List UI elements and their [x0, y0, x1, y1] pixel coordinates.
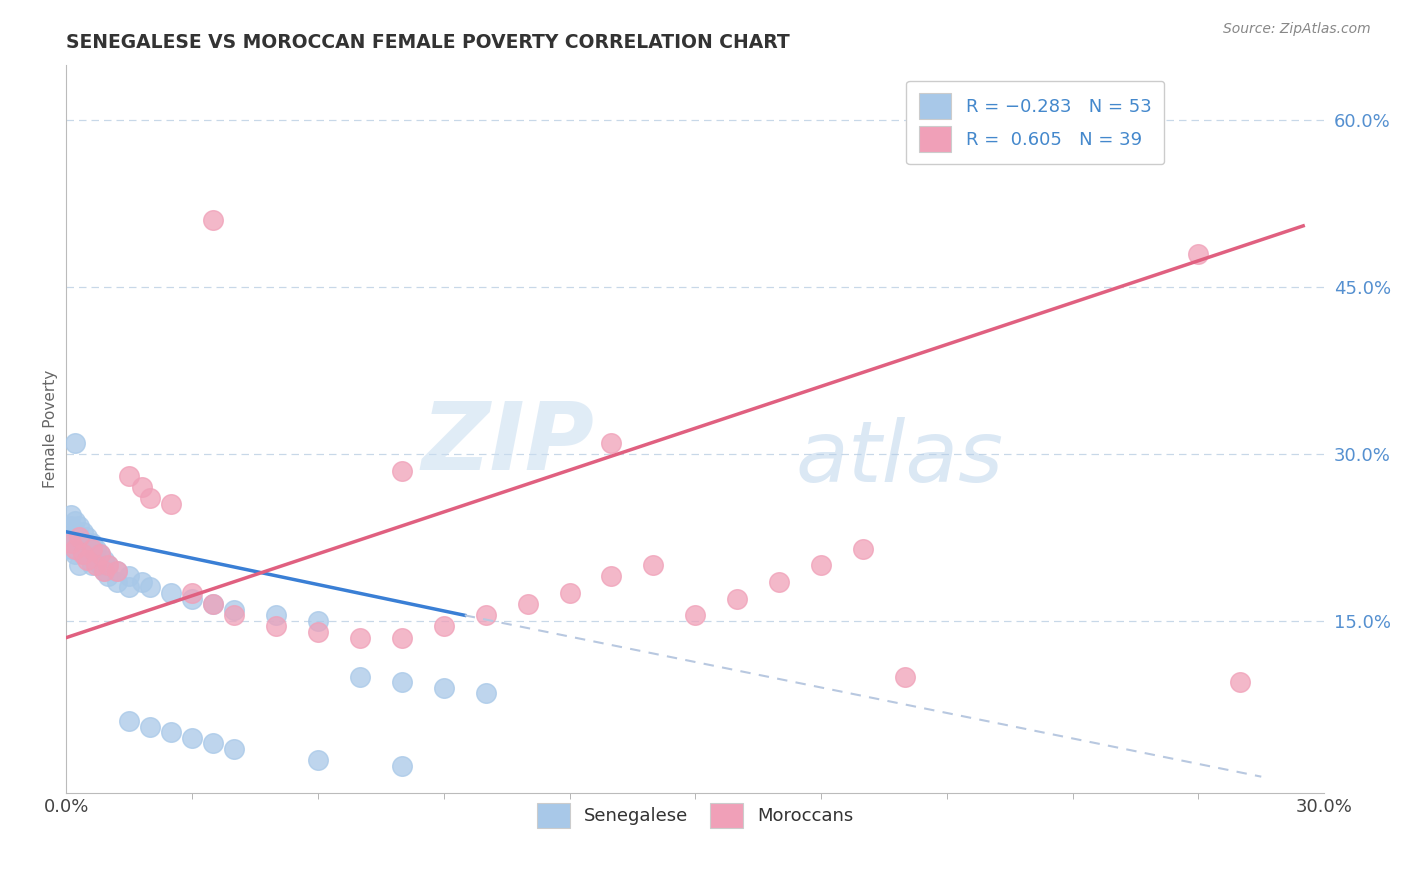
- Point: [433, 681, 456, 695]
- Point: [1187, 246, 1209, 260]
- Point: [59, 530, 82, 544]
- Point: [139, 581, 162, 595]
- Point: [67, 519, 90, 533]
- Point: [894, 669, 917, 683]
- Point: [93, 552, 115, 566]
- Point: [264, 608, 287, 623]
- Point: [76, 530, 98, 544]
- Point: [59, 536, 82, 550]
- Point: [59, 519, 82, 533]
- Point: [685, 608, 707, 623]
- Point: [391, 464, 413, 478]
- Y-axis label: Female Poverty: Female Poverty: [44, 370, 58, 488]
- Point: [63, 514, 86, 528]
- Point: [139, 720, 162, 734]
- Point: [63, 541, 86, 556]
- Point: [160, 497, 183, 511]
- Point: [118, 581, 141, 595]
- Legend: Senegalese, Moroccans: Senegalese, Moroccans: [530, 796, 860, 835]
- Point: [202, 736, 225, 750]
- Point: [224, 603, 246, 617]
- Point: [264, 619, 287, 633]
- Point: [72, 547, 94, 561]
- Point: [80, 536, 103, 550]
- Point: [224, 742, 246, 756]
- Point: [349, 631, 371, 645]
- Point: [84, 552, 107, 566]
- Point: [391, 631, 413, 645]
- Point: [181, 731, 204, 745]
- Point: [89, 547, 111, 561]
- Point: [391, 758, 413, 772]
- Point: [118, 469, 141, 483]
- Point: [76, 541, 98, 556]
- Point: [105, 564, 128, 578]
- Point: [307, 753, 329, 767]
- Point: [131, 480, 153, 494]
- Point: [768, 574, 790, 589]
- Point: [89, 558, 111, 573]
- Point: [643, 558, 665, 573]
- Point: [391, 675, 413, 690]
- Point: [118, 569, 141, 583]
- Point: [63, 435, 86, 450]
- Point: [93, 564, 115, 578]
- Point: [160, 725, 183, 739]
- Point: [307, 614, 329, 628]
- Point: [224, 608, 246, 623]
- Point: [89, 547, 111, 561]
- Point: [516, 597, 538, 611]
- Point: [67, 530, 90, 544]
- Point: [105, 564, 128, 578]
- Point: [63, 547, 86, 561]
- Point: [852, 541, 875, 556]
- Point: [307, 625, 329, 640]
- Point: [84, 541, 107, 556]
- Point: [181, 586, 204, 600]
- Point: [600, 569, 623, 583]
- Point: [72, 547, 94, 561]
- Point: [80, 541, 103, 556]
- Point: [349, 669, 371, 683]
- Text: SENEGALESE VS MOROCCAN FEMALE POVERTY CORRELATION CHART: SENEGALESE VS MOROCCAN FEMALE POVERTY CO…: [66, 33, 790, 52]
- Point: [63, 524, 86, 539]
- Point: [725, 591, 748, 606]
- Point: [93, 564, 115, 578]
- Point: [76, 552, 98, 566]
- Point: [1229, 675, 1251, 690]
- Point: [97, 558, 120, 573]
- Point: [131, 574, 153, 589]
- Point: [558, 586, 581, 600]
- Point: [80, 558, 103, 573]
- Point: [72, 536, 94, 550]
- Point: [810, 558, 832, 573]
- Point: [474, 608, 496, 623]
- Point: [67, 558, 90, 573]
- Text: ZIP: ZIP: [422, 398, 595, 490]
- Point: [202, 597, 225, 611]
- Point: [160, 586, 183, 600]
- Point: [118, 714, 141, 728]
- Point: [433, 619, 456, 633]
- Point: [84, 558, 107, 573]
- Point: [63, 536, 86, 550]
- Point: [67, 530, 90, 544]
- Point: [59, 508, 82, 523]
- Point: [600, 435, 623, 450]
- Point: [97, 569, 120, 583]
- Point: [105, 574, 128, 589]
- Point: [97, 558, 120, 573]
- Text: atlas: atlas: [796, 417, 1004, 500]
- Point: [474, 686, 496, 700]
- Point: [202, 597, 225, 611]
- Point: [139, 491, 162, 506]
- Text: Source: ZipAtlas.com: Source: ZipAtlas.com: [1223, 22, 1371, 37]
- Point: [181, 591, 204, 606]
- Point: [72, 524, 94, 539]
- Point: [202, 213, 225, 227]
- Point: [80, 547, 103, 561]
- Point: [59, 541, 82, 556]
